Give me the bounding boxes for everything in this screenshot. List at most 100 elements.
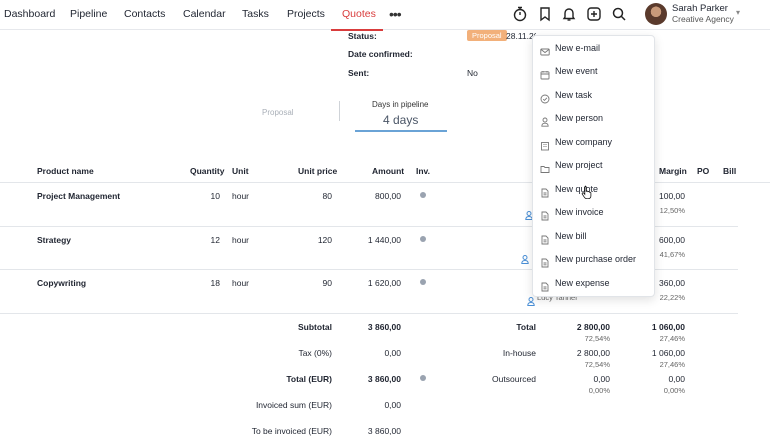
inhouse-label: In-house: [502, 348, 536, 358]
timer-icon[interactable]: [512, 6, 528, 22]
nav-dashboard[interactable]: Dashboard: [4, 8, 56, 20]
document-icon: [540, 232, 550, 245]
invoice-status-dot: [420, 279, 426, 285]
row-1-product[interactable]: Project Management: [37, 191, 121, 201]
menu-item-new-email[interactable]: New e-mail: [533, 38, 654, 60]
menu-item-label: New project: [555, 160, 603, 170]
row-3-unit-price[interactable]: 90: [322, 278, 332, 288]
inhouse-cost-pct: 72,54%: [584, 360, 610, 369]
person-icon: [540, 114, 550, 127]
col-inv[interactable]: Inv.: [416, 166, 431, 176]
col-unit-price[interactable]: Unit price: [298, 166, 338, 176]
days-in-pipeline-value: 4 days: [383, 113, 419, 127]
row-2-amount: 1 440,00: [367, 235, 401, 245]
check-circle-icon: [540, 91, 550, 104]
row-1-unit[interactable]: hour: [232, 191, 250, 201]
row-divider: [0, 313, 738, 314]
avatar[interactable]: [645, 3, 667, 25]
document-icon: [540, 255, 550, 268]
header-divider: [0, 182, 770, 183]
menu-item-new-event[interactable]: New event: [533, 61, 654, 83]
menu-item-new-purchase-order[interactable]: New purchase order: [533, 249, 654, 271]
document-icon: [540, 185, 550, 198]
row-1-margin-pct: 12,50%: [659, 206, 685, 215]
outsourced-cost-pct: 0,00%: [588, 386, 610, 395]
hand-pointer-icon: [581, 185, 593, 200]
total-value: 3 860,00: [367, 374, 401, 384]
row-2-unit-price[interactable]: 120: [317, 235, 332, 245]
user-name[interactable]: Sarah Parker: [672, 3, 728, 14]
row-3-assignee[interactable]: Lucy Tanner: [537, 293, 578, 302]
row-3-margin: 360,00: [659, 278, 685, 288]
invoiced-sum-value: 0,00: [384, 400, 401, 410]
col-po[interactable]: PO: [697, 166, 710, 176]
outsourced-cost-value: 0,00: [593, 374, 610, 384]
row-divider: [0, 269, 738, 270]
menu-item-new-bill[interactable]: New bill: [533, 226, 654, 248]
col-unit[interactable]: Unit: [232, 166, 249, 176]
row-2-product[interactable]: Strategy: [37, 235, 72, 245]
to-be-invoiced-value: 3 860,00: [367, 426, 401, 436]
row-2-unit[interactable]: hour: [232, 235, 250, 245]
invoiced-sum-label: Invoiced sum (EUR): [255, 400, 332, 410]
row-1-margin: 100,00: [659, 191, 685, 201]
chevron-down-icon[interactable]: ▾: [736, 8, 741, 17]
invoice-status-dot: [420, 375, 426, 381]
menu-item-label: New person: [555, 113, 604, 123]
date-confirmed-label: Date confirmed:: [348, 49, 413, 59]
person-icon: [521, 251, 529, 264]
row-3-product[interactable]: Copywriting: [37, 278, 87, 288]
nav-projects[interactable]: Projects: [287, 8, 325, 20]
menu-item-new-task[interactable]: New task: [533, 85, 654, 107]
col-margin[interactable]: Margin: [659, 166, 687, 176]
nav-contacts[interactable]: Contacts: [124, 8, 166, 20]
user-organization: Creative Agency: [672, 14, 734, 24]
status-label: Status:: [348, 31, 377, 41]
total-label: Total (EUR): [286, 374, 332, 384]
cost-total-label: Total: [516, 322, 536, 332]
menu-item-new-project[interactable]: New project: [533, 155, 654, 177]
plus-square-icon[interactable]: [586, 6, 602, 22]
row-3-quantity[interactable]: 18: [210, 278, 220, 288]
invoice-status-dot: [420, 236, 426, 242]
search-icon[interactable]: [611, 6, 627, 22]
menu-item-label: New e-mail: [555, 43, 601, 53]
nav-tasks[interactable]: Tasks: [242, 8, 269, 20]
nav-quotes[interactable]: Quotes: [342, 8, 376, 20]
menu-item-label: New company: [555, 137, 613, 147]
tax-value: 0,00: [384, 348, 401, 358]
menu-item-new-person[interactable]: New person: [533, 108, 654, 130]
outsourced-margin-pct: 0,00%: [663, 386, 685, 395]
to-be-invoiced-label: To be invoiced (EUR): [251, 426, 332, 436]
bookmark-icon[interactable]: [537, 6, 553, 22]
row-2-quantity[interactable]: 12: [210, 235, 220, 245]
row-1-quantity[interactable]: 10: [210, 191, 220, 201]
col-product-name[interactable]: Product name: [37, 166, 94, 176]
row-1-unit-price[interactable]: 80: [322, 191, 332, 201]
menu-item-new-quote[interactable]: New quote: [533, 179, 654, 201]
building-icon: [540, 138, 550, 151]
row-3-margin-pct: 22,22%: [659, 293, 685, 302]
menu-item-label: New expense: [555, 278, 610, 288]
col-amount[interactable]: Amount: [372, 166, 405, 176]
calendar-icon: [540, 67, 550, 80]
menu-item-new-expense[interactable]: New expense: [533, 273, 654, 295]
menu-item-new-invoice[interactable]: New invoice: [533, 202, 654, 224]
menu-item-label: New quote: [555, 184, 599, 194]
nav-pipeline[interactable]: Pipeline: [70, 8, 108, 20]
row-3-unit[interactable]: hour: [232, 278, 250, 288]
document-icon: [540, 279, 550, 292]
tax-label: Tax (0%): [298, 348, 332, 358]
create-new-dropdown: New e-mail New event New task New person…: [532, 35, 655, 297]
sent-value: No: [467, 68, 478, 78]
bell-icon[interactable]: [561, 6, 577, 22]
nav-calendar[interactable]: Calendar: [183, 8, 226, 20]
more-menu-button[interactable]: •••: [389, 6, 402, 22]
menu-item-label: New event: [555, 66, 598, 76]
menu-item-label: New bill: [555, 231, 587, 241]
col-quantity[interactable]: Quantity: [190, 166, 225, 176]
row-3-amount: 1 620,00: [367, 278, 401, 288]
top-navigation-bar: Dashboard Pipeline Contacts Calendar Tas…: [0, 0, 770, 31]
menu-item-new-company[interactable]: New company: [533, 132, 654, 154]
col-bill[interactable]: Bill: [723, 166, 737, 176]
